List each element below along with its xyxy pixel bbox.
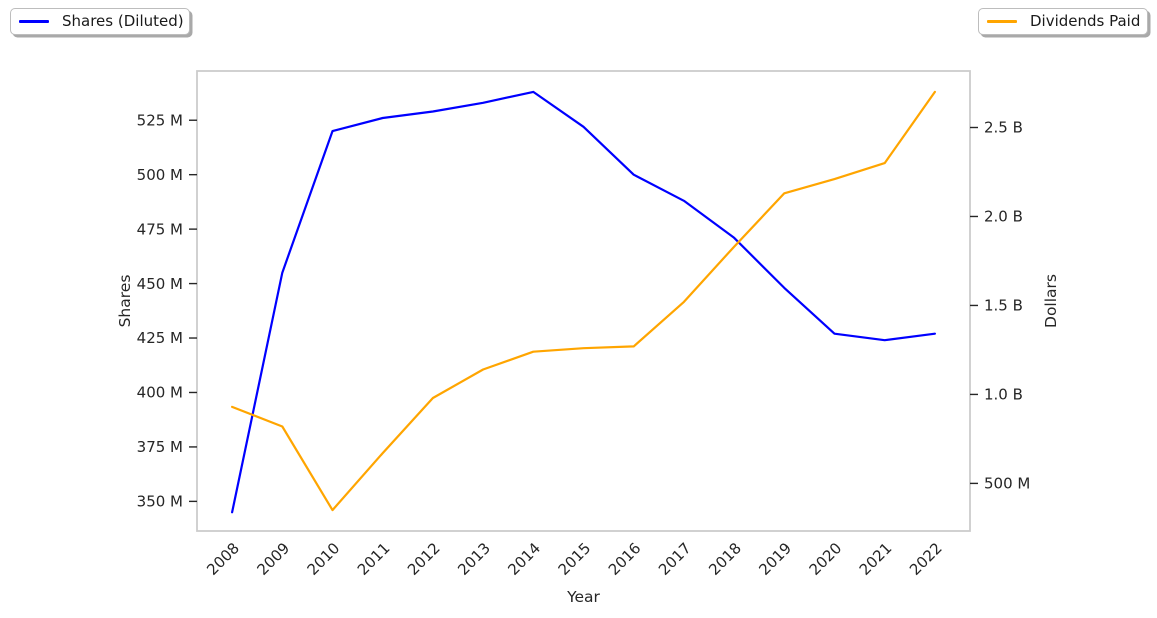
- right-axis-tick-label: 500 M: [984, 475, 1030, 493]
- left-axis-tick-label: 425 M: [137, 329, 183, 347]
- left-axis-title: Shares: [116, 275, 134, 328]
- x-axis-tick-label: 2014: [504, 539, 544, 579]
- legend-dividends-paid: Dividends Paid: [978, 8, 1148, 35]
- x-axis-tick-label: 2011: [354, 539, 394, 579]
- right-axis-title: Dollars: [1042, 274, 1060, 328]
- left-axis-tick-label: 350 M: [137, 493, 183, 511]
- right-axis-tick-label: 1.5 B: [984, 297, 1023, 315]
- left-axis-tick-label: 525 M: [137, 111, 183, 129]
- x-axis-tick-label: 2010: [304, 539, 344, 579]
- x-axis-tick-label: 2012: [404, 539, 444, 579]
- left-axis-tick-label: 475 M: [137, 220, 183, 238]
- plot-area-border: [196, 70, 971, 532]
- dividends-line-sample-icon: [987, 20, 1017, 23]
- x-axis-tick-label: 2021: [856, 539, 896, 579]
- left-axis-tick-label: 375 M: [137, 438, 183, 456]
- right-axis-tick-label: 1.0 B: [984, 386, 1023, 404]
- left-axis-tick-label: 500 M: [137, 166, 183, 184]
- x-axis-tick-label: 2019: [755, 539, 795, 579]
- x-axis-tick-label: 2008: [203, 539, 243, 579]
- x-axis-tick-label: 2013: [454, 539, 494, 579]
- x-axis-tick-label: 2009: [253, 539, 293, 579]
- left-axis-tick-label: 400 M: [137, 384, 183, 402]
- right-axis-tick-label: 2.5 B: [984, 119, 1023, 137]
- x-axis-title: Year: [566, 588, 600, 606]
- left-axis-tick-label: 450 M: [137, 275, 183, 293]
- right-axis-tick-label: 2.0 B: [984, 208, 1023, 226]
- x-axis-tick-label: 2016: [605, 539, 645, 579]
- x-axis-tick-label: 2015: [555, 539, 595, 579]
- shares-line-sample-icon: [19, 20, 49, 23]
- legend-shares-label: Shares (Diluted): [62, 12, 184, 30]
- x-axis-tick-label: 2018: [705, 539, 745, 579]
- shares-diluted-line: [231, 90, 937, 514]
- dividends-paid-line: [231, 90, 937, 512]
- legend-dividends-label: Dividends Paid: [1030, 12, 1141, 30]
- x-axis-tick-label: 2020: [806, 539, 846, 579]
- x-axis-tick-label: 2022: [906, 539, 946, 579]
- x-axis-tick-label: 2017: [655, 539, 695, 579]
- legend-shares-diluted: Shares (Diluted): [10, 8, 190, 35]
